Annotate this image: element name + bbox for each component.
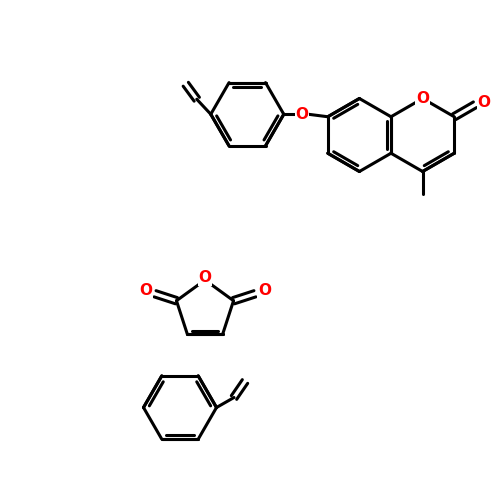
Text: O: O — [416, 91, 429, 106]
Text: O: O — [139, 283, 152, 298]
Text: O: O — [296, 107, 308, 122]
Text: O: O — [258, 283, 271, 298]
Text: O: O — [478, 95, 490, 110]
Text: O: O — [198, 270, 211, 285]
